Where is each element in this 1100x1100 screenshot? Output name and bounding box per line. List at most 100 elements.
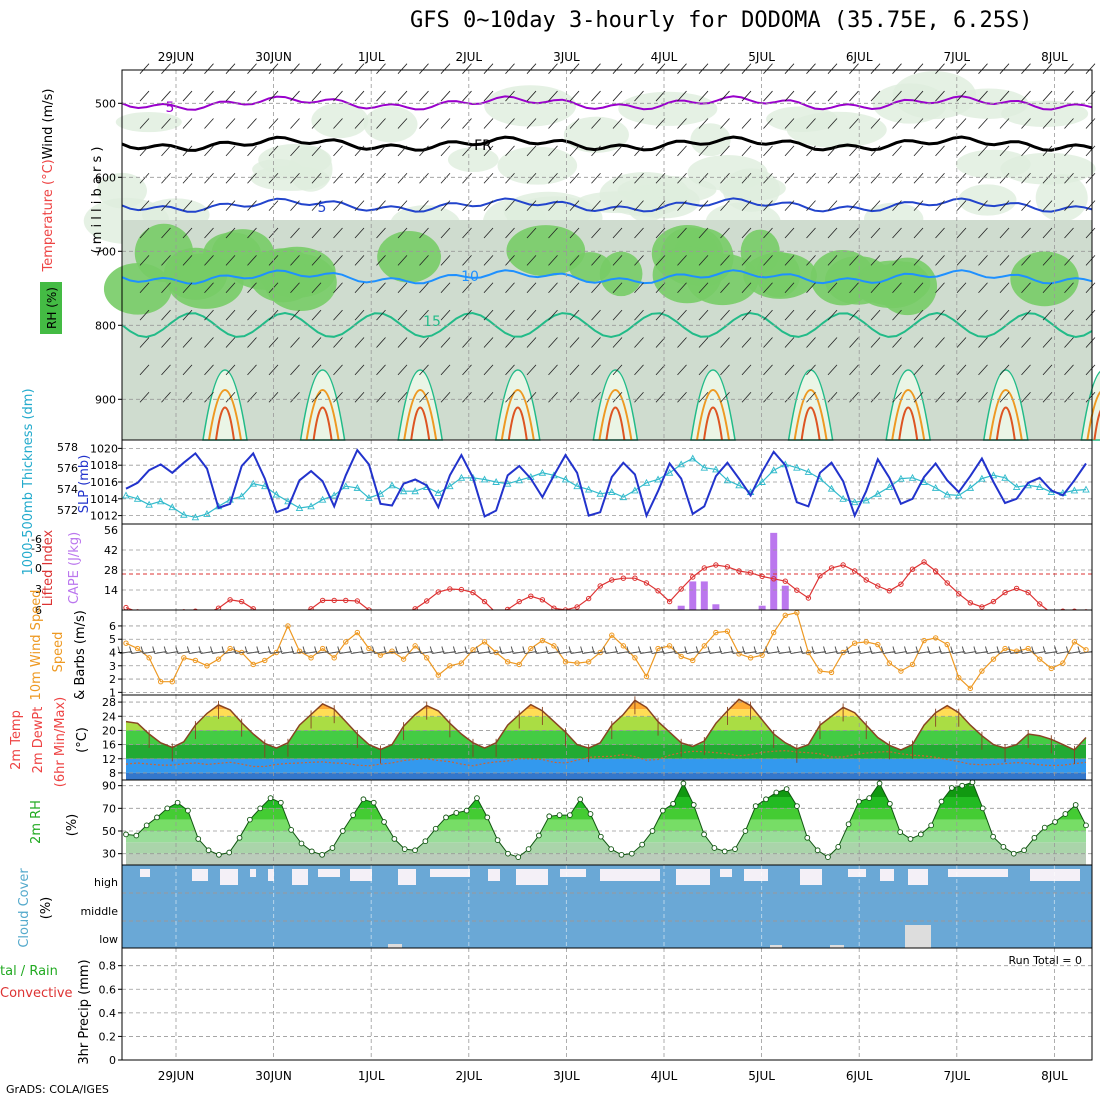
wind-speed-point — [400, 656, 407, 662]
rh-point — [680, 780, 687, 787]
date-bottom-1JUL: 1JUL — [358, 1069, 385, 1083]
wind-barb — [892, 337, 902, 348]
wind-barb-flag — [210, 646, 214, 654]
wind-speed-point — [690, 657, 696, 664]
wind-barb — [612, 118, 623, 129]
date-bottom-6JUL: 6JUL — [846, 1069, 873, 1083]
wind-barb — [1064, 90, 1074, 102]
rh-point — [577, 796, 584, 803]
wind-barb — [956, 255, 967, 266]
wind-barb — [591, 309, 601, 321]
wind-barb — [1064, 172, 1074, 184]
rh-point — [505, 850, 511, 857]
wind-barb — [311, 118, 322, 129]
wind-barb — [698, 172, 709, 184]
cape-tick-label: 14 — [104, 584, 118, 597]
wind-barb — [870, 255, 881, 266]
wind-barb — [247, 337, 257, 348]
wind-barb — [612, 227, 623, 239]
wind-barb — [1064, 337, 1074, 348]
date-bottom-4JUL: 4JUL — [651, 1069, 678, 1083]
wind-barb — [225, 172, 236, 184]
wind-barb — [698, 364, 709, 376]
wind-barb — [548, 172, 558, 184]
wind-barb — [634, 364, 644, 376]
rh-point — [1041, 824, 1048, 831]
wind-barb — [204, 364, 214, 376]
wind-barb-10m — [281, 651, 295, 654]
wind-barb — [870, 172, 881, 184]
wind-barb — [720, 145, 730, 157]
wind-speed-point — [886, 660, 893, 666]
wind-speed-point — [157, 679, 164, 685]
wind-barb — [376, 391, 386, 403]
temp-band — [126, 716, 1086, 731]
wind-barb — [139, 90, 150, 102]
rh2m-unit-label: (%) — [65, 814, 80, 837]
rh-point — [763, 796, 769, 803]
wind-barb-10m — [270, 651, 283, 654]
rh-point — [556, 812, 563, 818]
wind-barb — [505, 364, 515, 376]
wind-barb — [870, 118, 881, 129]
rh-point — [618, 851, 625, 858]
wind-barb-10m — [698, 651, 711, 654]
wind-barb — [591, 90, 601, 102]
li-point — [528, 593, 534, 599]
li-point — [435, 589, 441, 595]
wind-barb-10m — [582, 651, 595, 654]
rh-point — [525, 846, 532, 852]
wind-barb — [784, 200, 795, 211]
wind-barb — [569, 391, 580, 403]
li-point — [921, 559, 927, 565]
dry-plume — [494, 369, 541, 441]
slp-tick-label: 1020 — [90, 442, 118, 455]
cloud-gap — [488, 869, 500, 881]
precip-frame — [121, 947, 1093, 1061]
rh-point — [814, 847, 821, 854]
wind-barb — [1064, 200, 1074, 211]
wind-barb — [526, 255, 537, 266]
thickness-point — [978, 474, 986, 482]
wind-barb — [677, 282, 687, 294]
wind-barb — [870, 227, 881, 239]
thickness-point — [503, 479, 512, 487]
wind-barb-flag — [799, 646, 803, 654]
wind-barb-10m — [559, 651, 572, 654]
wind-barb — [247, 227, 257, 239]
wind-barb — [892, 255, 902, 266]
li-point — [990, 598, 997, 605]
wind-barb — [526, 200, 537, 211]
cloud-gap — [140, 869, 150, 877]
wind-barb — [290, 309, 300, 321]
wind-speed-point — [343, 639, 349, 645]
wind-barb — [741, 309, 752, 321]
wind-barb — [505, 200, 515, 211]
li-point — [597, 583, 603, 589]
wind-barb — [204, 391, 214, 403]
wind-barb — [462, 337, 472, 348]
wind-barb — [440, 90, 451, 102]
rh-region-moist — [377, 231, 441, 283]
wind-barb-10m — [513, 651, 526, 654]
wind-barb — [591, 364, 601, 376]
rh-point — [463, 807, 470, 814]
wind-barb — [591, 118, 601, 129]
wind-barb — [913, 90, 924, 102]
wind-barb — [655, 255, 666, 266]
wind-barb — [999, 309, 1010, 321]
wind-barb — [870, 364, 881, 376]
thickness-point — [168, 503, 177, 511]
rh-point — [711, 845, 718, 851]
wind-barb — [935, 364, 945, 376]
wind-barb — [913, 337, 924, 348]
li-point — [701, 565, 708, 571]
wind-barb — [892, 90, 902, 102]
rh-region — [288, 146, 333, 192]
wind-barb-10m — [1068, 651, 1081, 654]
wind-barb-10m — [813, 651, 827, 654]
wind-barb — [763, 172, 773, 184]
cloud-gap — [350, 869, 372, 881]
wind-barb — [204, 337, 214, 348]
li-point — [759, 573, 765, 580]
